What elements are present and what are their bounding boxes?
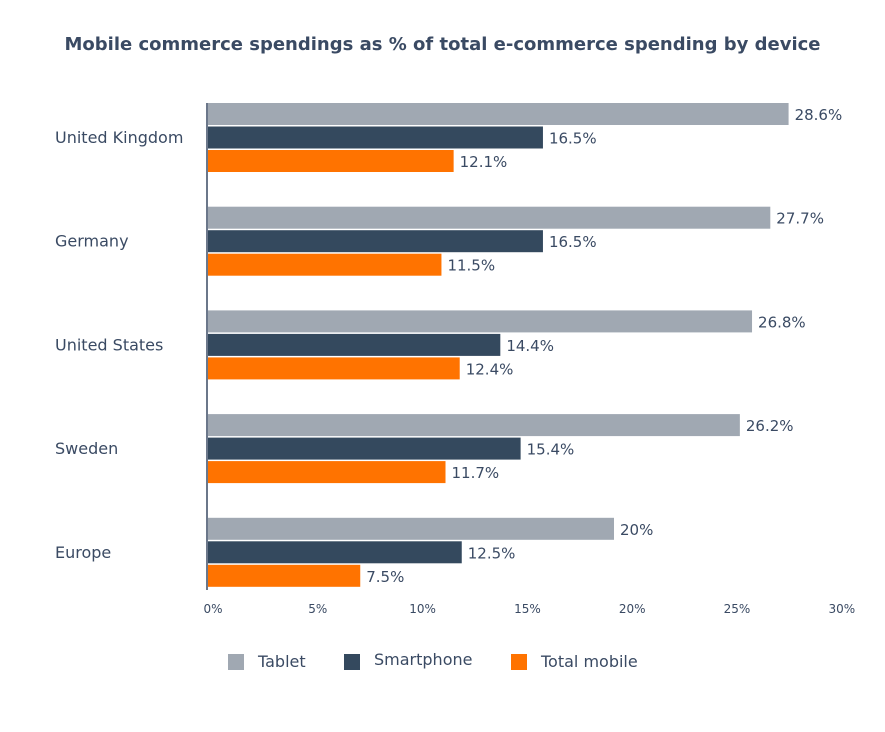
bar-tablet <box>208 310 753 333</box>
bar-total-mobile <box>208 253 442 276</box>
legend-item-tablet: Tablet <box>228 652 306 671</box>
bar-smartphone <box>208 437 521 460</box>
category-label: Germany <box>55 232 129 251</box>
x-tick-label: 15% <box>514 602 541 616</box>
data-label: 16.5% <box>549 130 597 148</box>
x-tick-label: 25% <box>724 602 751 616</box>
legend-item-total-mobile: Total mobile <box>511 652 638 671</box>
bar-smartphone <box>208 333 501 356</box>
data-label: 26.2% <box>746 417 794 435</box>
legend-item-smartphone: Smartphone <box>344 648 472 670</box>
legend-label: Smartphone <box>374 649 473 669</box>
legend-label: Total mobile <box>541 652 638 671</box>
x-tick-label: 5% <box>308 602 327 616</box>
legend-label: Tablet <box>258 652 306 671</box>
data-label: 12.4% <box>466 360 514 378</box>
x-tick-label: 20% <box>619 602 646 616</box>
bar-tablet <box>208 103 789 125</box>
legend-swatch <box>511 653 527 670</box>
bar-smartphone <box>208 126 543 149</box>
x-tick-label: 10% <box>409 602 436 616</box>
bar-smartphone <box>208 541 462 564</box>
bar-total-mobile <box>208 357 460 380</box>
data-label: 15.4% <box>527 441 575 459</box>
x-tick-label: 0% <box>203 602 222 616</box>
chart-title: Mobile commerce spendings as % of total … <box>64 34 821 55</box>
data-label: 12.1% <box>460 153 508 171</box>
legend-swatch <box>228 653 244 670</box>
data-label: 20% <box>620 521 653 539</box>
data-label: 27.7% <box>776 210 824 228</box>
bar-tablet <box>208 414 740 437</box>
bar-tablet <box>208 517 614 540</box>
category-label: United States <box>55 335 163 354</box>
bar-tablet <box>208 206 771 229</box>
bar-total-mobile <box>208 150 454 172</box>
data-label: 12.5% <box>468 544 516 562</box>
legend-swatch <box>344 654 360 670</box>
bar-total-mobile <box>208 564 361 587</box>
data-label: 11.5% <box>447 257 495 275</box>
data-label: 26.8% <box>758 313 806 331</box>
data-label: 28.6% <box>795 106 843 124</box>
data-label: 11.7% <box>452 464 500 482</box>
x-tick-label: 30% <box>828 602 855 616</box>
data-label: 16.5% <box>549 233 597 251</box>
bar-total-mobile <box>208 461 446 484</box>
category-label: Europe <box>55 543 111 562</box>
category-label: United Kingdom <box>55 128 183 147</box>
category-label: Sweden <box>55 439 118 458</box>
bar-smartphone <box>208 230 543 253</box>
data-label: 14.4% <box>506 337 554 355</box>
data-label: 7.5% <box>366 568 404 586</box>
